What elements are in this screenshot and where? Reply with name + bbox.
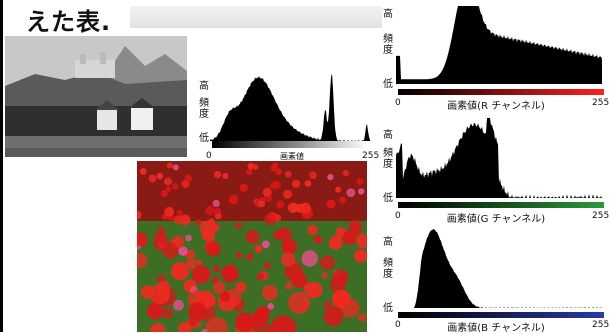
gray-y-high-label: 高 (199, 81, 209, 92)
blue-histogram-plot (396, 229, 602, 308)
green-y-mid-label: 頻度 (383, 148, 393, 170)
gray-x-max: 255 (362, 151, 380, 161)
blue-x-label: 画素値(B チャンネル) (447, 323, 545, 334)
blue-x-min: 0 (395, 320, 401, 330)
blue-y-high-label: 高 (383, 237, 393, 248)
red-histogram-plot (396, 6, 602, 84)
green-gradient-bar (398, 202, 604, 208)
title-bar (130, 6, 382, 28)
red-y-high-label: 高 (383, 9, 393, 20)
gray-gradient-bar (212, 141, 368, 148)
slide-title: えた表. (26, 8, 112, 36)
landscape-castle-grayscale-icon (5, 36, 187, 157)
blue-y-mid-label: 頻度 (383, 258, 393, 280)
green-y-low-label: 低 (383, 193, 393, 204)
blue-gradient-bar (398, 312, 604, 318)
green-x-min: 0 (395, 211, 401, 221)
color-photo (137, 161, 367, 332)
green-y-high-label: 高 (383, 130, 393, 141)
green-x-label: 画素値(G チャンネル) (446, 214, 546, 225)
red-poppy-field-icon (137, 161, 367, 332)
green-histogram-plot (396, 118, 602, 198)
blue-x-max: 255 (592, 320, 610, 330)
gray-y-low-label: 低 (199, 133, 209, 144)
green-x-max: 255 (592, 211, 610, 221)
red-x-label: 画素値(R チャンネル) (447, 101, 545, 112)
red-y-low-label: 低 (383, 79, 393, 90)
gray-x-label: 画素値 (280, 152, 304, 161)
blue-y-low-label: 低 (383, 303, 393, 314)
grayscale-photo (5, 36, 187, 157)
gray-histogram-plot (210, 73, 370, 141)
red-gradient-bar (398, 89, 604, 95)
red-y-mid-label: 頻度 (383, 34, 393, 56)
gray-y-mid-label: 頻度 (199, 98, 209, 120)
red-x-min: 0 (395, 98, 401, 108)
red-x-max: 255 (592, 98, 610, 108)
gray-x-min: 0 (206, 151, 212, 161)
